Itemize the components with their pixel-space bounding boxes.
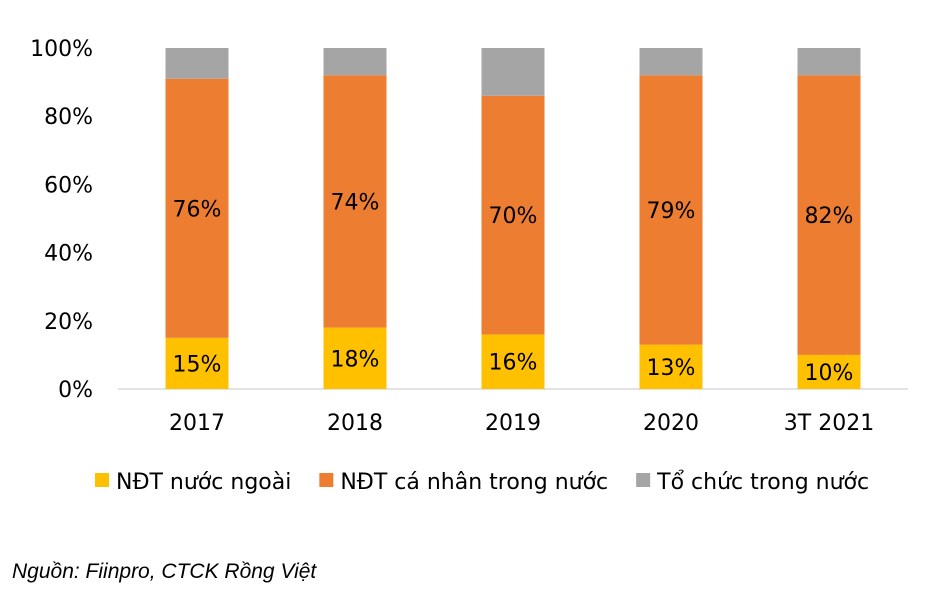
bar-segment — [323, 75, 387, 328]
data-label: 74% — [331, 190, 380, 215]
legend-swatch — [319, 473, 334, 487]
legend-swatch — [636, 473, 651, 487]
legend-label: NĐT nước ngoài — [116, 470, 291, 495]
y-tick-label: 40% — [44, 242, 93, 267]
y-tick-label: 80% — [44, 105, 93, 130]
y-tick-label: 20% — [44, 310, 93, 335]
bar-segment — [481, 95, 545, 335]
bar-segment — [639, 75, 703, 345]
data-label: 15% — [173, 352, 222, 377]
y-tick-label: 100% — [30, 37, 93, 62]
bar-segment — [797, 48, 861, 76]
bar-segment — [639, 344, 703, 389]
bar-segment — [639, 48, 703, 76]
legend-swatch — [95, 473, 109, 487]
x-tick-label: 2019 — [485, 411, 541, 436]
data-label: 13% — [647, 356, 696, 381]
bar-segment — [165, 48, 229, 79]
bar-segment — [323, 327, 387, 389]
data-label: 76% — [173, 197, 222, 222]
bar-segment — [481, 48, 545, 96]
bar-segment — [165, 337, 229, 389]
x-tick-label: 2017 — [169, 411, 225, 436]
y-tick-label: 60% — [44, 173, 93, 198]
bar-segment — [797, 354, 861, 389]
data-label: 18% — [331, 347, 380, 372]
data-label: 79% — [647, 199, 696, 224]
bar-segment — [165, 78, 229, 338]
data-label: 10% — [805, 361, 854, 386]
bar-segment — [797, 75, 861, 355]
data-label: 16% — [489, 351, 538, 376]
x-tick-label: 2018 — [327, 411, 383, 436]
y-tick-label: 0% — [58, 378, 93, 403]
bar-segment — [323, 48, 387, 76]
source-note: Nguồn: Fiinpro, CTCK Rồng Việt — [12, 560, 317, 583]
legend-label: NĐT cá nhân trong nước — [340, 470, 608, 495]
data-label: 82% — [805, 204, 854, 229]
legend-label: Tổ chức trong nước — [656, 470, 869, 495]
data-label: 70% — [489, 204, 538, 229]
x-tick-label: 2020 — [643, 411, 699, 436]
x-tick-label: 3T 2021 — [784, 411, 874, 436]
bar-segment — [481, 334, 545, 389]
